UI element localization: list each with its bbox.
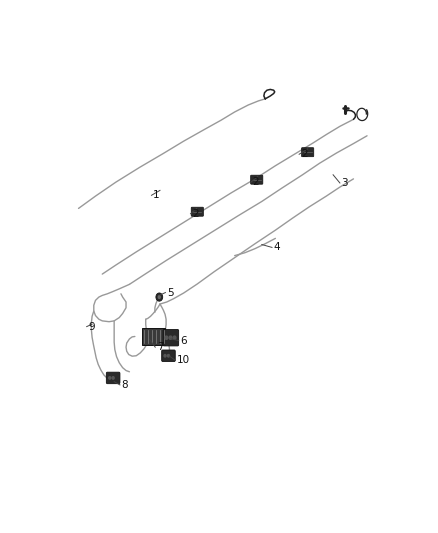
Text: 6: 6 <box>180 336 187 345</box>
Text: 2: 2 <box>192 209 199 219</box>
Text: 10: 10 <box>177 356 190 365</box>
FancyBboxPatch shape <box>301 148 314 157</box>
Text: 9: 9 <box>88 321 95 332</box>
Text: 2: 2 <box>301 149 307 159</box>
Text: 5: 5 <box>167 288 174 297</box>
Text: 7: 7 <box>157 342 163 352</box>
Text: 1: 1 <box>153 190 160 200</box>
Circle shape <box>164 354 166 357</box>
FancyBboxPatch shape <box>106 372 120 384</box>
Circle shape <box>169 336 172 340</box>
FancyBboxPatch shape <box>251 175 263 184</box>
Text: 8: 8 <box>122 380 128 390</box>
Text: 3: 3 <box>342 178 348 188</box>
Circle shape <box>158 295 161 299</box>
Circle shape <box>165 336 168 340</box>
Text: 2: 2 <box>253 177 259 187</box>
Circle shape <box>167 354 170 357</box>
FancyBboxPatch shape <box>142 328 166 345</box>
Circle shape <box>109 377 111 379</box>
Circle shape <box>112 377 114 379</box>
FancyBboxPatch shape <box>162 350 175 361</box>
FancyBboxPatch shape <box>163 329 179 346</box>
Circle shape <box>173 336 176 340</box>
FancyBboxPatch shape <box>191 207 203 216</box>
Text: 4: 4 <box>274 243 280 253</box>
Circle shape <box>156 293 162 301</box>
